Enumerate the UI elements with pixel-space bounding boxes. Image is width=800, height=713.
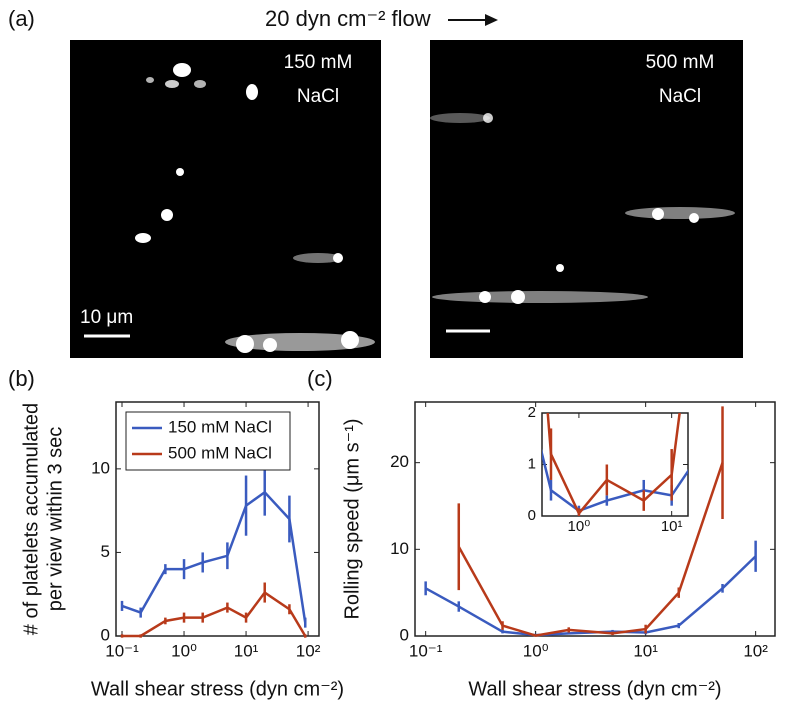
- y-axis-label: per view within 3 sec: [44, 427, 66, 612]
- series-line: [457, 462, 724, 637]
- x-tick-label: 10⁰: [568, 518, 591, 535]
- legend-label: 500 mM NaCl: [168, 443, 272, 462]
- flow-arrow: [448, 14, 498, 26]
- panel-label: (b): [8, 366, 35, 391]
- y-axis-label: # of platelets accumulated: [20, 403, 42, 635]
- condition-label: NaCl: [297, 86, 339, 107]
- y-tick-label: 5: [101, 542, 110, 561]
- x-axis-label: Wall shear stress (dyn cm⁻²): [468, 678, 721, 700]
- y-axis-label: Rolling speed (μm s⁻¹): [341, 418, 363, 619]
- y-tick-label: 10: [390, 539, 409, 558]
- legend-label: 150 mM NaCl: [168, 417, 272, 436]
- series-line: [546, 413, 681, 516]
- inset-plot: [542, 413, 688, 516]
- y-tick-label: 2: [528, 404, 536, 421]
- y-tick-label: 20: [390, 452, 409, 471]
- panel-label: (c): [307, 366, 333, 391]
- x-tick-label: 10⁻¹: [105, 641, 139, 660]
- x-tick-label: 10⁻¹: [409, 641, 443, 660]
- condition-label: 500 mM: [646, 52, 715, 73]
- micrograph: [70, 40, 381, 358]
- condition-label: NaCl: [659, 86, 701, 107]
- x-tick-label: 10¹: [661, 518, 683, 535]
- x-tick-label: 10¹: [234, 641, 259, 660]
- x-tick-label: 10²: [296, 641, 321, 660]
- y-tick-label: 1: [528, 455, 536, 472]
- panel-label: (a): [8, 6, 35, 31]
- x-tick-label: 10²: [743, 641, 768, 660]
- y-tick-label: 0: [528, 507, 536, 524]
- scale-label: 10 μm: [80, 307, 133, 328]
- x-axis-label: Wall shear stress (dyn cm⁻²): [91, 678, 344, 700]
- micrograph: [430, 40, 743, 358]
- series-line: [542, 448, 688, 513]
- x-tick-label: 10⁰: [523, 641, 549, 660]
- y-tick-label: 0: [101, 625, 110, 644]
- platelets: [135, 63, 735, 353]
- legend: [125, 411, 291, 471]
- flow-label: 20 dyn cm⁻² flow: [265, 6, 431, 31]
- series-line: [121, 490, 307, 623]
- x-tick-label: 10⁰: [171, 641, 197, 660]
- y-tick-label: 10: [91, 458, 110, 477]
- x-tick-label: 10¹: [633, 641, 658, 660]
- y-tick-label: 0: [400, 625, 409, 644]
- series-line: [122, 590, 307, 638]
- condition-label: 150 mM: [284, 52, 353, 73]
